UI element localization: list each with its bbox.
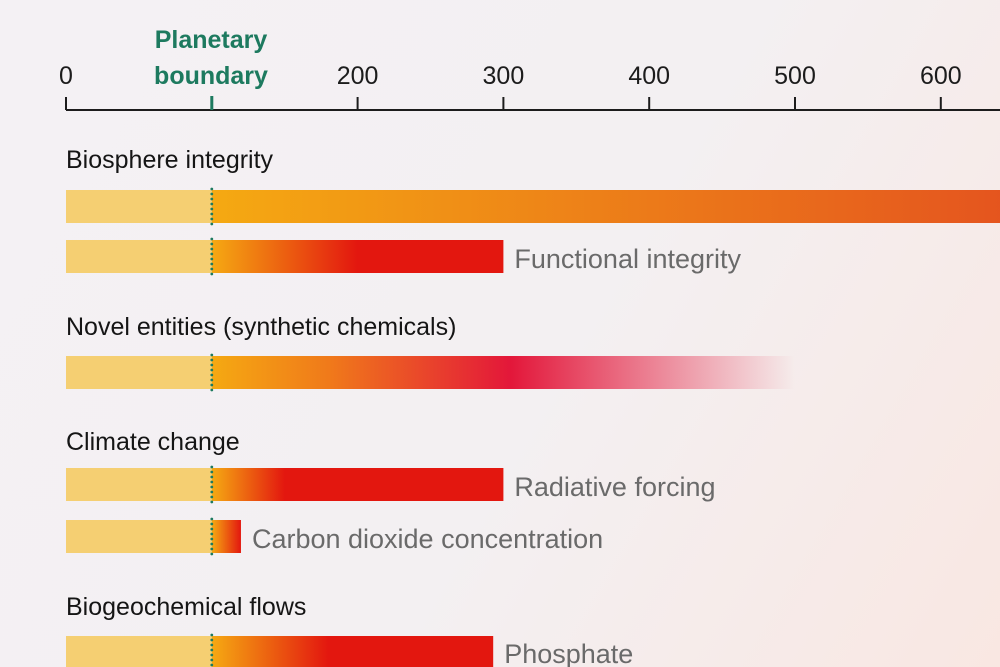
boundary-dot	[210, 187, 214, 191]
boundary-dot	[210, 257, 214, 261]
group-heading: Novel entities (synthetic chemicals)	[66, 313, 456, 341]
axis-tick-label: 300	[483, 62, 525, 90]
boundary-dot	[210, 197, 214, 201]
safe-zone-bar	[66, 636, 212, 667]
boundary-dot	[210, 537, 214, 541]
boundary-dot	[210, 653, 214, 657]
bar-label: Carbon dioxide concentration	[252, 524, 603, 554]
x-axis: 0 200 300 400 500 600	[59, 62, 1000, 111]
boundary-dot	[210, 262, 214, 266]
boundary-dot	[210, 358, 214, 362]
overshoot-bar	[211, 240, 504, 273]
bar-group: Climate change Radiative forcing Carbon di…	[66, 428, 716, 556]
boundary-dot	[210, 485, 214, 489]
boundary-dot	[210, 388, 214, 392]
boundary-dot	[210, 202, 214, 206]
boundary-dot	[210, 633, 214, 637]
safe-zone-bar	[66, 190, 212, 223]
boundary-dot	[210, 470, 214, 474]
safe-zone-bar	[66, 356, 212, 389]
boundary-dot	[210, 527, 214, 531]
boundary-dot	[210, 663, 214, 667]
boundary-dot	[210, 480, 214, 484]
group-heading: Biosphere integrity	[66, 146, 274, 174]
boundary-dot	[210, 500, 214, 504]
boundary-dot	[210, 522, 214, 526]
bar-group: Novel entities (synthetic chemicals)	[66, 313, 796, 392]
boundary-dot	[210, 353, 214, 357]
axis-tick-label: 200	[337, 62, 379, 90]
boundary-dot	[210, 368, 214, 372]
boundary-dot	[210, 490, 214, 494]
boundary-dot	[210, 465, 214, 469]
overshoot-bar	[211, 468, 504, 501]
bar-groups: Biosphere integrity Functional integrity N…	[66, 146, 1000, 667]
overshoot-bar	[211, 636, 494, 667]
bar-label: Radiative forcing	[514, 472, 715, 502]
bar-group: Biosphere integrity Functional integrity	[66, 146, 1000, 276]
boundary-dot	[210, 475, 214, 479]
boundary-dot	[210, 222, 214, 226]
boundary-dot	[210, 247, 214, 251]
boundary-dot	[210, 237, 214, 241]
bar-label: Phosphate	[504, 639, 633, 667]
boundary-dot	[210, 373, 214, 377]
boundary-dot	[210, 363, 214, 367]
boundary-dot	[210, 252, 214, 256]
overshoot-bar	[211, 356, 796, 389]
boundary-dot	[210, 242, 214, 246]
boundary-dot	[210, 495, 214, 499]
axis-tick-label: 0	[59, 62, 73, 90]
boundary-dot	[210, 517, 214, 521]
boundary-dot	[210, 192, 214, 196]
safe-zone-bar	[66, 468, 212, 501]
axis-tick-label: 600	[920, 62, 962, 90]
boundary-dot	[210, 272, 214, 276]
safe-zone-bar	[66, 240, 212, 273]
overshoot-bar	[211, 520, 241, 553]
boundary-dot	[210, 383, 214, 387]
boundary-dot	[210, 532, 214, 536]
group-heading: Climate change	[66, 428, 240, 456]
axis-tick-label: 400	[628, 62, 670, 90]
bar-label: Functional integrity	[514, 244, 741, 274]
boundary-label-line1: Planetary	[155, 26, 268, 54]
boundary-dot	[210, 643, 214, 647]
boundary-dot	[210, 378, 214, 382]
boundary-dot	[210, 658, 214, 662]
boundary-dot	[210, 267, 214, 271]
overshoot-bar	[211, 190, 1000, 223]
boundary-dot	[210, 217, 214, 221]
group-heading: Biogeochemical flows	[66, 593, 306, 621]
axis-tick-label: 500	[774, 62, 816, 90]
boundary-dot	[210, 552, 214, 556]
boundary-dot	[210, 212, 214, 216]
boundary-label-line2: boundary	[154, 62, 268, 90]
safe-zone-bar	[66, 520, 212, 553]
bar-group: Biogeochemical flows Phosphate	[66, 593, 633, 667]
boundary-dot	[210, 638, 214, 642]
boundary-dot	[210, 207, 214, 211]
boundary-dot	[210, 547, 214, 551]
boundary-dot	[210, 542, 214, 546]
boundary-dot	[210, 648, 214, 652]
